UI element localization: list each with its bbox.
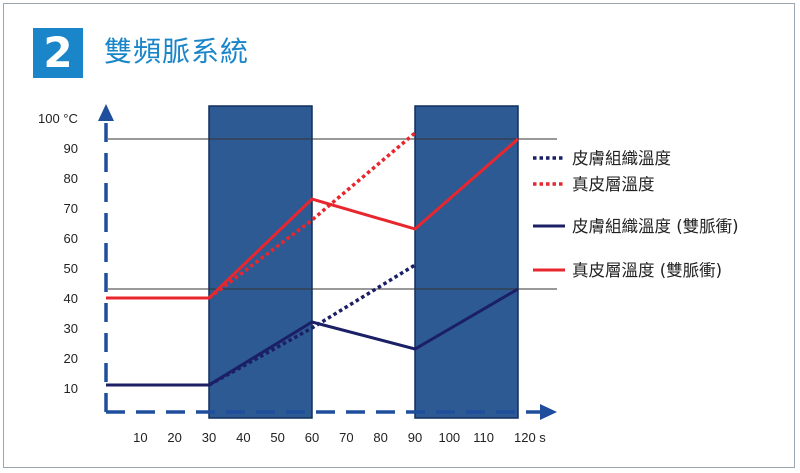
x-tick-label: 40	[236, 430, 250, 445]
y-tick-label: 30	[64, 321, 78, 336]
legend-label-dermis-dashed: 真皮層溫度	[572, 175, 655, 194]
series-lines	[106, 131, 519, 387]
x-tick-label: 50	[270, 430, 284, 445]
page-title: 雙頻脈系統	[104, 35, 250, 68]
pulse-interval-1	[208, 105, 313, 419]
chart-frame	[3, 3, 795, 468]
x-tick-label: 60	[305, 430, 319, 445]
x-axis-arrow	[540, 404, 557, 420]
pulse-intervals	[208, 105, 519, 419]
y-tick-label: 60	[64, 231, 78, 246]
x-tick-label: 110	[473, 430, 494, 445]
y-tick-label: 20	[64, 351, 78, 366]
y-tick-label: 10	[64, 381, 78, 396]
y-tick-label: 50	[64, 261, 78, 276]
legend-label-dermis-pulse: 真皮層溫度 (雙脈衝)	[572, 261, 722, 280]
x-tick-label: 10	[133, 430, 147, 445]
x-tick-label: 70	[339, 430, 353, 445]
x-tick-label: 120 s	[514, 430, 546, 445]
series-line-skin-pulse	[106, 287, 519, 387]
y-tick-labels: 10 20 30 40 50 60 70 80 90 100 °C	[38, 111, 78, 396]
x-tick-label: 100	[438, 430, 460, 445]
x-tick-label: 80	[373, 430, 387, 445]
reference-lines	[108, 138, 557, 290]
y-axis-arrow	[98, 104, 114, 121]
y-tick-label: 100 °C	[38, 111, 78, 126]
series-line-dermis-pulse	[106, 137, 519, 300]
series-line-skin-dashed	[208, 263, 416, 387]
axes	[98, 104, 557, 420]
x-tick-label: 30	[202, 430, 216, 445]
y-tick-label: 40	[64, 291, 78, 306]
y-tick-label: 70	[64, 201, 78, 216]
x-tick-label: 90	[408, 430, 422, 445]
legend-label-skin-pulse: 皮膚組織溫度 (雙脈衝)	[572, 217, 739, 236]
legend-label-skin-dashed: 皮膚組織溫度	[572, 149, 671, 168]
pulse-interval-2	[414, 105, 519, 419]
x-tick-labels: 10 20 30 40 50 60 70 80 90 100 110 120 s	[133, 430, 546, 445]
section-number-badge: 2	[33, 28, 83, 78]
x-tick-label: 20	[167, 430, 181, 445]
y-tick-label: 80	[64, 171, 78, 186]
y-tick-label: 90	[64, 141, 78, 156]
